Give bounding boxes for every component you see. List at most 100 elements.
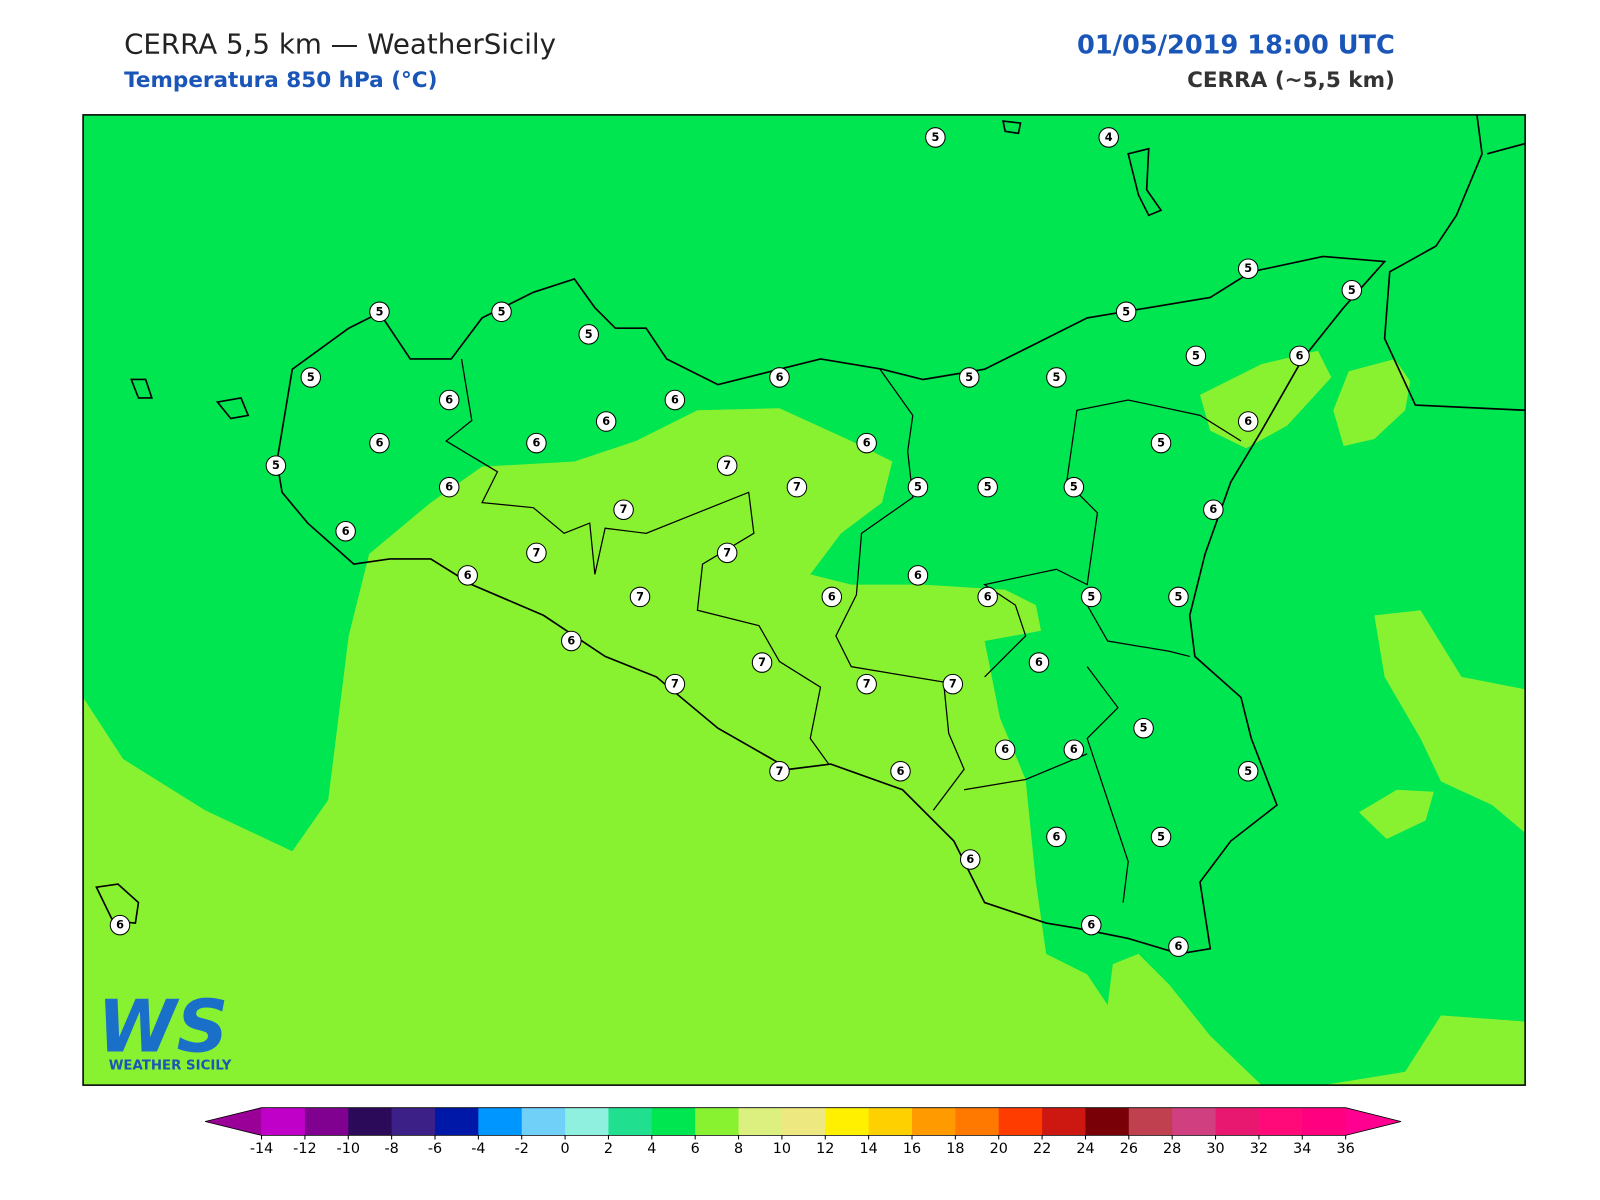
station-value: 4 [1105, 131, 1113, 144]
stations: 5 4 5 5 5 5 5 5 5 6 5 5 5 6 6 6 6 6 6 6 6 5 5 7 6 7 5 5 5 7 6 6 7 7 6 6 7 6 6 5… [109, 127, 1363, 957]
station-value: 6 [532, 437, 540, 450]
colorbar-tick-label: -10 [337, 1141, 360, 1157]
colorbar-tick-label: 6 [691, 1141, 700, 1157]
station-value: 5 [1157, 437, 1165, 450]
station-marker [300, 367, 322, 388]
station-value: 5 [984, 481, 992, 494]
colorbar-tick-label: 34 [1293, 1141, 1311, 1157]
colorbar-tick-label: 20 [990, 1141, 1008, 1157]
station-marker [613, 499, 634, 520]
station-value: 6 [116, 919, 124, 932]
station-marker [369, 301, 390, 323]
datetime: 01/05/2019 18:00 UTC [1077, 30, 1395, 60]
station-marker [958, 367, 980, 388]
station-marker [769, 367, 790, 388]
station-marker [1028, 652, 1050, 673]
colorbar-tick-label: 28 [1163, 1141, 1181, 1157]
station-marker [769, 761, 790, 782]
station-marker [109, 914, 131, 936]
colorbar-band [1215, 1107, 1260, 1136]
colorbar-tick-label: 8 [734, 1141, 743, 1157]
colorbar-under [205, 1107, 262, 1136]
station-marker [595, 411, 617, 432]
colorbar-band [1085, 1107, 1130, 1136]
station-value: 7 [793, 481, 801, 494]
station-value: 6 [342, 525, 350, 538]
station-value: 5 [376, 305, 384, 318]
station-marker [457, 565, 478, 586]
station-marker [578, 324, 599, 345]
station-marker [1341, 279, 1363, 301]
station-marker [1115, 301, 1137, 323]
station-marker [1185, 345, 1207, 367]
station-marker [1203, 499, 1224, 520]
station-marker [265, 455, 287, 476]
station-marker [1168, 586, 1189, 608]
colorbar-tick-label: 30 [1206, 1141, 1224, 1157]
logo: WS WEATHER SICILY [97, 984, 231, 1073]
station-value: 6 [914, 569, 922, 582]
colorbar-band [781, 1107, 826, 1136]
station-marker [1237, 411, 1259, 432]
station-value: 6 [1035, 656, 1043, 669]
station-value: 5 [1244, 262, 1252, 275]
station-marker [1046, 826, 1067, 848]
station-value: 7 [863, 678, 871, 691]
colorbar-band [261, 1107, 306, 1136]
station-value: 6 [376, 437, 384, 450]
station-marker [561, 630, 582, 652]
station-marker [856, 673, 877, 695]
colorbar-tick-label: 2 [604, 1141, 613, 1157]
station-marker [907, 476, 929, 498]
station-value: 6 [464, 569, 472, 582]
logo-mark: WS [97, 984, 228, 1068]
colorbar-tick-label: -6 [428, 1141, 442, 1157]
colorbar-tick-label: 22 [1033, 1141, 1051, 1157]
station-value: 5 [1348, 284, 1356, 297]
colorbar-tick-label: 32 [1250, 1141, 1268, 1157]
station-value: 7 [620, 503, 628, 516]
station-marker [438, 476, 460, 498]
station-value: 5 [1122, 305, 1130, 318]
station-value: 5 [498, 305, 506, 318]
colorbar-band [565, 1107, 609, 1136]
station-value: 5 [965, 371, 973, 384]
station-value: 7 [636, 590, 644, 603]
station-marker [1237, 258, 1259, 279]
station-value: 5 [307, 371, 315, 384]
colorbar-band [478, 1107, 523, 1136]
station-value: 5 [1052, 371, 1060, 384]
station-marker [369, 432, 390, 454]
colorbar-tick-label: 26 [1120, 1141, 1138, 1157]
station-marker [1098, 127, 1119, 148]
station-marker [890, 761, 911, 782]
colorbar-tick-label: -14 [250, 1141, 273, 1157]
station-marker [1133, 717, 1154, 739]
colorbar-band [912, 1107, 956, 1136]
station-value: 5 [1157, 830, 1165, 843]
station-marker [1081, 914, 1102, 936]
station-marker [1081, 586, 1102, 608]
station-marker [1150, 826, 1172, 848]
station-value: 6 [1052, 830, 1060, 843]
station-marker [856, 432, 877, 454]
station-value: 5 [1244, 765, 1252, 778]
station-value: 6 [828, 590, 836, 603]
coastlines [95, 114, 1526, 955]
station-marker [786, 476, 808, 498]
station-marker [491, 301, 512, 323]
field-warm [83, 350, 1526, 1086]
colorbar-tick-label: 18 [946, 1141, 964, 1157]
station-value: 6 [445, 394, 453, 407]
station-value: 5 [272, 459, 280, 472]
station-marker [821, 586, 843, 608]
station-value: 6 [1070, 743, 1078, 756]
colorbar-band [1302, 1107, 1347, 1136]
colorbar-band [391, 1107, 436, 1136]
station-marker [664, 673, 686, 695]
map: 5 4 5 5 5 5 5 5 5 6 5 5 5 6 6 6 6 6 6 6 6 5 5 7 6 7 5 5 5 7 6 6 7 7 6 6 7 6 6 5… [82, 114, 1526, 1086]
model: CERRA (~5,5 km) [1187, 68, 1395, 93]
station-value: 7 [758, 656, 766, 669]
colorbar-tick-label: -8 [384, 1141, 398, 1157]
station-marker [716, 455, 738, 476]
